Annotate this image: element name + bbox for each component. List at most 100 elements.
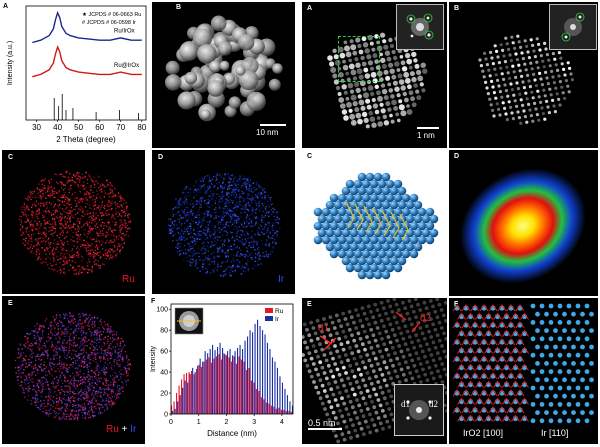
signal-pixel (93, 176, 95, 178)
signal-pixel (109, 188, 111, 190)
atom-column (389, 68, 395, 74)
signal-pixel (24, 221, 26, 223)
signal-pixel (54, 268, 56, 271)
signal-pixel (189, 188, 191, 190)
signal-pixel (61, 332, 63, 334)
signal-pixel (57, 328, 59, 330)
signal-pixel (103, 328, 106, 331)
signal-pixel (254, 217, 257, 219)
signal-pixel (59, 266, 61, 268)
signal-pixel (116, 249, 119, 251)
signal-pixel (264, 207, 266, 209)
signal-pixel (59, 217, 61, 219)
signal-pixel (216, 247, 219, 249)
signal-pixel (100, 394, 102, 397)
signal-pixel (243, 184, 246, 186)
signal-pixel (44, 220, 46, 222)
signal-pixel (96, 244, 98, 246)
bar-ir (197, 365, 199, 414)
signal-pixel (73, 375, 76, 377)
signal-pixel (189, 264, 191, 266)
signal-pixel (214, 217, 217, 219)
signal-pixel (107, 256, 109, 258)
signal-pixel (40, 258, 42, 261)
signal-pixel (218, 195, 221, 197)
signal-pixel (47, 336, 49, 338)
signal-pixel (65, 257, 67, 259)
nanoparticle (197, 44, 217, 64)
signal-pixel (100, 391, 102, 394)
signal-pixel (197, 224, 199, 226)
signal-pixel (28, 344, 30, 346)
signal-pixel (92, 397, 95, 399)
signal-pixel (248, 242, 250, 244)
signal-pixel (18, 366, 20, 368)
bar-ru (203, 361, 205, 414)
signal-pixel (43, 188, 45, 191)
signal-pixel (103, 365, 105, 367)
signal-pixel (59, 207, 61, 209)
atom-column (493, 44, 497, 48)
signal-pixel (112, 221, 114, 223)
signal-pixel (45, 412, 47, 414)
legend-ir: # JCPDS # 06-0598 Ir (82, 20, 136, 26)
signal-pixel (76, 404, 78, 406)
signal-pixel (219, 201, 221, 203)
signal-pixel (124, 366, 127, 368)
signal-pixel (25, 207, 27, 209)
signal-pixel (74, 223, 76, 225)
xrd-panel: 30 40 50 60 70 80 2 Theta (degree) Intensity (a… (2, 2, 150, 148)
signal-pixel (209, 195, 211, 198)
signal-pixel (78, 322, 80, 325)
signal-pixel (90, 319, 92, 321)
signal-pixel (248, 198, 250, 200)
signal-pixel (189, 203, 192, 205)
signal-pixel (72, 398, 75, 400)
signal-pixel (62, 195, 64, 197)
signal-pixel (59, 376, 62, 378)
signal-pixel (64, 220, 66, 222)
signal-pixel (250, 202, 253, 204)
signal-pixel (37, 398, 39, 400)
signal-pixel (21, 361, 23, 363)
signal-pixel (42, 179, 44, 181)
signal-pixel (66, 170, 68, 172)
signal-pixel (57, 407, 59, 410)
signal-pixel (59, 254, 62, 257)
signal-pixel (51, 382, 53, 384)
signal-pixel (20, 206, 23, 208)
signal-pixel (187, 249, 190, 251)
signal-pixel (19, 344, 21, 346)
signal-pixel (111, 215, 114, 217)
signal-pixel (184, 217, 187, 219)
signal-pixel (215, 207, 217, 209)
signal-pixel (222, 181, 224, 183)
signal-pixel (191, 212, 194, 214)
atom-column (510, 35, 514, 39)
signal-pixel (72, 405, 74, 407)
signal-pixel (224, 252, 227, 254)
signal-pixel (100, 188, 102, 191)
signal-pixel (261, 231, 263, 233)
signal-pixel (67, 400, 70, 402)
signal-pixel (186, 238, 188, 240)
signal-pixel (22, 363, 24, 366)
signal-pixel (236, 231, 239, 233)
y-tick-label: 0 (164, 412, 168, 419)
signal-pixel (197, 233, 199, 235)
signal-pixel (234, 190, 236, 192)
signal-pixel (64, 409, 66, 412)
signal-pixel (249, 179, 252, 181)
signal-pixel (199, 259, 201, 261)
signal-pixel (256, 216, 259, 219)
signal-pixel (117, 397, 120, 399)
signal-pixel (28, 387, 30, 390)
signal-pixel (57, 347, 60, 350)
signal-pixel (56, 347, 58, 350)
signal-pixel (122, 357, 124, 360)
signal-pixel (239, 175, 242, 177)
signal-pixel (111, 330, 113, 333)
signal-pixel (101, 205, 103, 207)
signal-pixel (37, 386, 40, 388)
signal-pixel (29, 224, 32, 226)
